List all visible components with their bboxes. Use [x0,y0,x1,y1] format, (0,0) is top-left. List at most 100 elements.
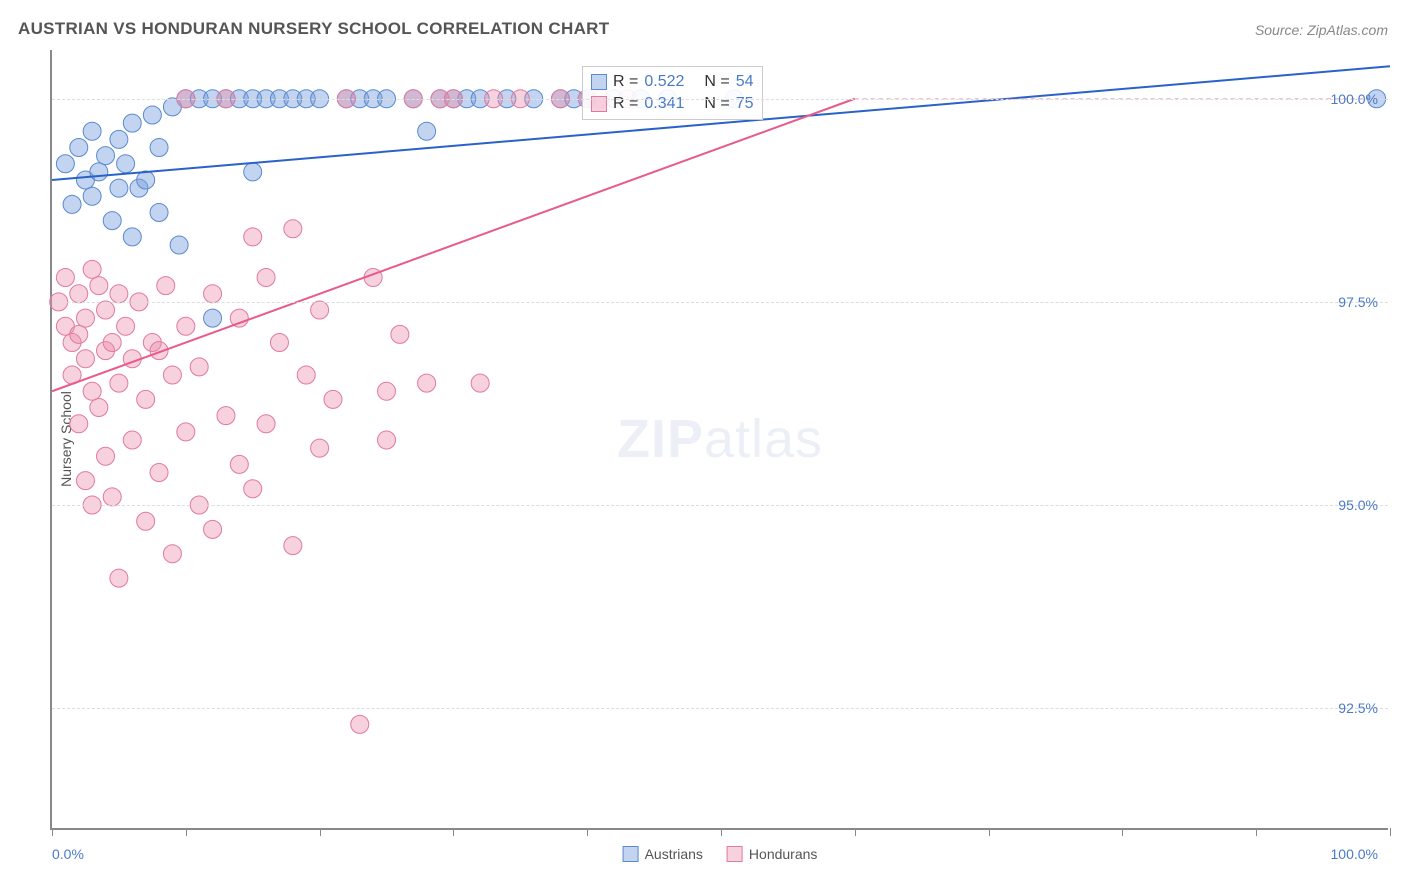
scatter-point [110,285,128,303]
stats-n-value-hondurans: 75 [736,95,754,113]
scatter-point [110,374,128,392]
stats-n-label2: N = [704,95,729,113]
scatter-point [90,163,108,181]
scatter-point [244,228,262,246]
scatter-point [110,130,128,148]
scatter-point [204,285,222,303]
scatter-point [117,317,135,335]
scatter-point [137,390,155,408]
scatter-point [163,545,181,563]
legend-swatch-hondurans [727,846,743,862]
scatter-point [83,122,101,140]
y-tick-label: 97.5% [1338,294,1378,310]
scatter-point [97,147,115,165]
scatter-point [56,155,74,173]
scatter-point [123,114,141,132]
scatter-point [177,423,195,441]
y-tick-label: 95.0% [1338,497,1378,513]
scatter-point [378,431,396,449]
grid-line [52,505,1388,506]
x-tick [1122,828,1123,836]
scatter-point [311,439,329,457]
stats-r-label: R = [613,73,638,91]
swatch-austrians [591,74,607,90]
x-tick [1390,828,1391,836]
stats-r-value-austrians: 0.522 [644,73,684,91]
scatter-point [157,277,175,295]
x-tick [52,828,53,836]
grid-line [52,99,1388,100]
scatter-point [76,472,94,490]
x-tick [855,828,856,836]
x-tick [989,828,990,836]
scatter-point [244,163,262,181]
scatter-point [471,374,489,392]
scatter-point [143,106,161,124]
scatter-point [351,715,369,733]
scatter-point [110,569,128,587]
scatter-point [90,277,108,295]
legend-swatch-austrians [623,846,639,862]
scatter-point [70,325,88,343]
scatter-point [270,334,288,352]
scatter-point [70,139,88,157]
scatter-point [378,382,396,400]
scatter-point [230,455,248,473]
grid-line [52,302,1388,303]
stats-n-value-austrians: 54 [736,73,754,91]
legend-item-austrians: Austrians [623,846,703,862]
scatter-point [163,366,181,384]
scatter-point [418,374,436,392]
y-tick-label: 100.0% [1331,91,1378,107]
scatter-point [97,447,115,465]
scatter-point [284,537,302,555]
x-tick [320,828,321,836]
scatter-point [204,520,222,538]
x-tick [453,828,454,836]
chart-title: AUSTRIAN VS HONDURAN NURSERY SCHOOL CORR… [18,19,609,39]
scatter-point [418,122,436,140]
scatter-point [217,407,235,425]
scatter-point [76,350,94,368]
y-tick-label: 92.5% [1338,700,1378,716]
scatter-point [204,309,222,327]
scatter-point [190,358,208,376]
x-tick [186,828,187,836]
chart-container: AUSTRIAN VS HONDURAN NURSERY SCHOOL CORR… [0,0,1406,892]
scatter-point [103,212,121,230]
grid-line [52,708,1388,709]
stats-n-label: N = [704,73,729,91]
scatter-point [123,228,141,246]
scatter-point [137,171,155,189]
legend-label-hondurans: Hondurans [749,846,818,862]
scatter-point [70,415,88,433]
scatter-point [123,431,141,449]
scatter-point [83,260,101,278]
scatter-point [90,399,108,417]
x-tick [1256,828,1257,836]
scatter-point [103,488,121,506]
scatter-point [257,415,275,433]
scatter-point [110,179,128,197]
stats-r-value-hondurans: 0.341 [644,95,684,113]
scatter-point [83,187,101,205]
legend-item-hondurans: Hondurans [727,846,818,862]
scatter-point [257,269,275,287]
scatter-point [284,220,302,238]
stats-box: R = 0.522 N = 54 R = 0.341 N = 75 [582,66,763,120]
scatter-point [97,301,115,319]
legend: Austrians Hondurans [623,846,818,862]
stats-r-label2: R = [613,95,638,113]
scatter-point [137,512,155,530]
scatter-point [311,301,329,319]
x-tick [721,828,722,836]
scatter-point [83,382,101,400]
scatter-point [117,155,135,173]
scatter-point [150,139,168,157]
scatter-point [324,390,342,408]
chart-source: Source: ZipAtlas.com [1255,22,1388,38]
scatter-point [297,366,315,384]
scatter-point [103,334,121,352]
stats-row-hondurans: R = 0.341 N = 75 [591,93,754,115]
scatter-point [391,325,409,343]
